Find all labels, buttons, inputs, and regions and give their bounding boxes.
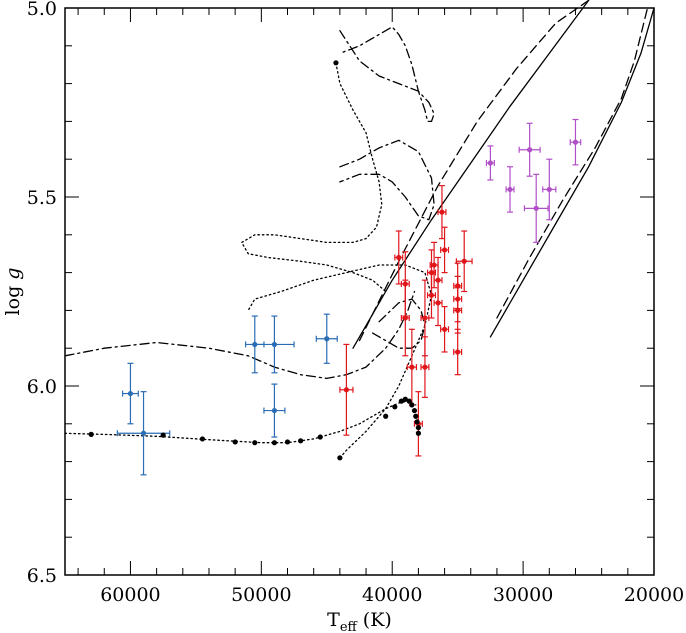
model-tracks	[64, 0, 655, 459]
black-dotted-track-points-point	[298, 438, 304, 444]
black-dotted-track-points-point	[392, 404, 398, 410]
x-axis-label-unit: (K)	[363, 609, 392, 631]
black-dotted-track-points-point	[160, 432, 166, 438]
black-dotted-track-points-point	[413, 413, 419, 419]
track-dash-dot-track-A	[64, 290, 416, 380]
black-dotted-track-points-point	[333, 60, 339, 66]
red-stars-point	[422, 364, 428, 370]
black-dotted-track-points-point	[411, 407, 418, 414]
track-dash-dot-loop-middle	[339, 139, 435, 221]
red-stars-point	[396, 254, 402, 261]
y-tick-label: 5.5	[27, 187, 57, 209]
red-stars-point	[343, 387, 350, 393]
black-dotted-track-points-point	[199, 436, 206, 442]
red-stars-point	[435, 300, 441, 306]
blue-stars-point	[324, 336, 330, 342]
black-dotted-track-points-point	[317, 434, 323, 440]
black-dotted-track-points-point	[271, 440, 278, 446]
red-stars-point	[422, 315, 428, 321]
axis-ticks	[65, 7, 655, 576]
plot-frame	[64, 7, 655, 576]
black-dotted-track-points-point	[409, 402, 415, 408]
red-stars-point	[409, 364, 415, 370]
black-dotted-track-points-point	[337, 455, 343, 461]
x-tick-label: 50000	[231, 584, 291, 606]
blue-stars-point	[127, 390, 134, 397]
purple-stars-point	[527, 147, 533, 153]
x-axis-label-main: T	[327, 609, 340, 631]
track-dash-dot-loop-top	[339, 26, 435, 123]
black-dotted-track-points-point	[398, 398, 404, 404]
red-stars-point	[439, 209, 445, 215]
black-dotted-track-points-point	[415, 424, 421, 431]
track-dash-dot-loop-lower	[371, 298, 426, 349]
black-dotted-track-points-point	[232, 439, 238, 445]
track-dotted-track-C	[247, 264, 433, 459]
black-dotted-track-points-point	[383, 413, 389, 419]
black-dotted-track-points-point	[284, 439, 291, 445]
purple-stars-point	[487, 160, 493, 166]
red-stars-point	[441, 326, 448, 332]
y-tick-label: 6.5	[27, 565, 57, 587]
purple-stars-point	[507, 186, 513, 193]
red-stars-point	[428, 292, 435, 298]
track-dotted-track-A	[64, 400, 417, 444]
purple-stars-point	[546, 186, 552, 193]
purple-stars-point	[533, 205, 539, 211]
y-axis-label: log g	[2, 268, 24, 316]
blue-stars-point	[140, 430, 147, 436]
y-axis-label-italic: g	[2, 268, 24, 280]
black-dotted-track-points-point	[252, 440, 258, 446]
x-tick-label: 30000	[493, 584, 553, 606]
axis-tick-labels: 60000 50000 40000 30000 20000 5.0 5.5 6.0 6.5	[27, 0, 684, 606]
red-stars-point	[402, 315, 408, 321]
black-dotted-track-points-point	[88, 431, 94, 437]
red-stars-point	[455, 349, 461, 355]
black-dotted-track-points-point	[406, 398, 412, 404]
red-stars-point	[431, 262, 437, 268]
y-axis-label-main: log	[2, 280, 24, 316]
track-solid-line-left	[352, 0, 590, 349]
x-axis-label-subscript: eff	[340, 620, 359, 633]
x-tick-label: 40000	[362, 584, 422, 606]
data-points	[88, 60, 582, 476]
y-tick-label: 6.0	[27, 376, 57, 398]
black-dotted-track-points-point	[402, 396, 408, 402]
blue-stars-point	[271, 341, 278, 348]
blue-stars-point	[271, 407, 278, 414]
track-dashed-line-left	[358, 0, 590, 342]
y-tick-label: 5.0	[27, 0, 57, 20]
black-dotted-track-points-point	[415, 430, 421, 436]
x-tick-label: 60000	[100, 584, 160, 606]
track-dashed-line-right	[496, 7, 649, 319]
x-axis-label: Teff (K)	[327, 609, 392, 633]
red-stars-point	[441, 247, 448, 253]
red-stars-point	[461, 258, 467, 264]
track-solid-line-right	[489, 7, 655, 338]
black-dotted-track-points-point	[414, 419, 420, 425]
red-stars-point	[455, 307, 461, 313]
x-tick-label: 20000	[624, 584, 684, 606]
purple-stars-point	[572, 139, 579, 145]
track-dotted-track-B	[241, 62, 387, 293]
